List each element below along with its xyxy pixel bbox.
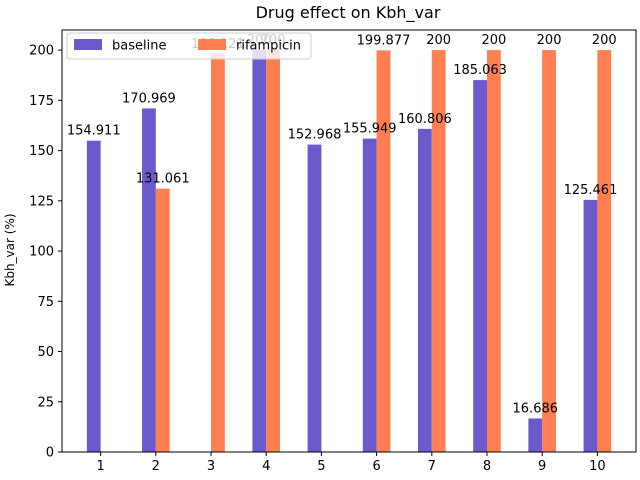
legend-box xyxy=(66,32,312,60)
bar-rifampicin-10 xyxy=(597,50,612,452)
y-axis-label: Kbh_var (%) xyxy=(3,213,17,286)
x-tick-label: 2 xyxy=(152,459,160,474)
y-tick-label: 0 xyxy=(46,446,54,461)
bar-baseline-9 xyxy=(528,418,543,452)
x-tick-label: 7 xyxy=(428,459,436,474)
bar-baseline-4 xyxy=(252,50,267,452)
y-tick-label: 75 xyxy=(37,295,54,310)
legend-swatch-rifampicin xyxy=(198,39,226,50)
y-tick-label: 175 xyxy=(29,94,54,109)
data-label-baseline-10: 125.461 xyxy=(564,183,618,198)
bar-baseline-10 xyxy=(583,199,598,452)
x-tick-label: 9 xyxy=(538,459,546,474)
bar-rifampicin-6 xyxy=(376,50,391,453)
bar-rifampicin-9 xyxy=(542,50,556,452)
plot-frame xyxy=(61,29,637,453)
bar-baseline-5 xyxy=(307,144,322,452)
y-tick-label: 100 xyxy=(29,245,54,260)
y-tick-label: 125 xyxy=(29,194,54,209)
y-tick-label: 25 xyxy=(37,395,54,410)
x-tick-label: 10 xyxy=(589,459,606,474)
legend-swatch-baseline xyxy=(74,39,102,50)
x-tick-label: 3 xyxy=(207,459,215,474)
data-label-baseline-8: 185.063 xyxy=(453,63,507,78)
bar-baseline-2 xyxy=(142,108,156,453)
data-label-rifampicin-10: 200 xyxy=(592,33,617,48)
x-tick-label: 4 xyxy=(262,459,270,474)
bar-baseline-6 xyxy=(362,138,377,453)
data-label-baseline-7: 160.806 xyxy=(398,112,452,127)
data-label-baseline-5: 152.968 xyxy=(288,128,342,143)
chart-title: Drug effect on Kbh_var xyxy=(256,3,441,23)
x-tick-label: 5 xyxy=(317,459,325,474)
bars-layer xyxy=(86,50,612,453)
data-label-rifampicin-2: 131.061 xyxy=(136,172,190,187)
bar-rifampicin-4 xyxy=(266,50,281,452)
bar-baseline-7 xyxy=(417,128,432,453)
axes-layer: 0 25 50 75 100 125 150 175 200 1 2 3 4 5 6 7 8 9 10 xyxy=(29,29,637,474)
legend: baseline rifampicin xyxy=(66,32,312,60)
data-label-rifampicin-7: 200 xyxy=(426,33,451,48)
bar-baseline-8 xyxy=(473,80,487,452)
x-tick-label: 6 xyxy=(372,459,380,474)
x-tick-label: 1 xyxy=(96,459,104,474)
data-label-baseline-6: 155.949 xyxy=(343,122,397,137)
data-label-baseline-1: 154.911 xyxy=(67,124,121,139)
data-label-baseline-2: 170.969 xyxy=(122,91,176,106)
data-label-rifampicin-9: 200 xyxy=(537,33,562,48)
legend-label-rifampicin: rifampicin xyxy=(236,39,301,54)
data-label-rifampicin-6: 199.877 xyxy=(357,33,411,48)
bar-rifampicin-3 xyxy=(211,53,225,453)
y-tick-label: 200 xyxy=(29,44,54,59)
y-tick-label: 50 xyxy=(37,345,54,360)
data-label-rifampicin-8: 200 xyxy=(481,33,506,48)
bar-baseline-1 xyxy=(86,140,101,453)
x-tick-label: 8 xyxy=(483,459,491,474)
data-label-baseline-9: 16.686 xyxy=(513,401,559,416)
bar-rifampicin-2 xyxy=(155,188,170,452)
legend-label-baseline: baseline xyxy=(112,39,166,54)
bar-rifampicin-8 xyxy=(486,50,501,452)
bar-rifampicin-7 xyxy=(431,50,446,452)
y-tick-label: 150 xyxy=(29,144,54,159)
